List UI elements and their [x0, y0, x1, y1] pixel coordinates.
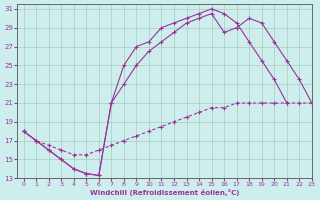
X-axis label: Windchill (Refroidissement éolien,°C): Windchill (Refroidissement éolien,°C) — [90, 189, 239, 196]
